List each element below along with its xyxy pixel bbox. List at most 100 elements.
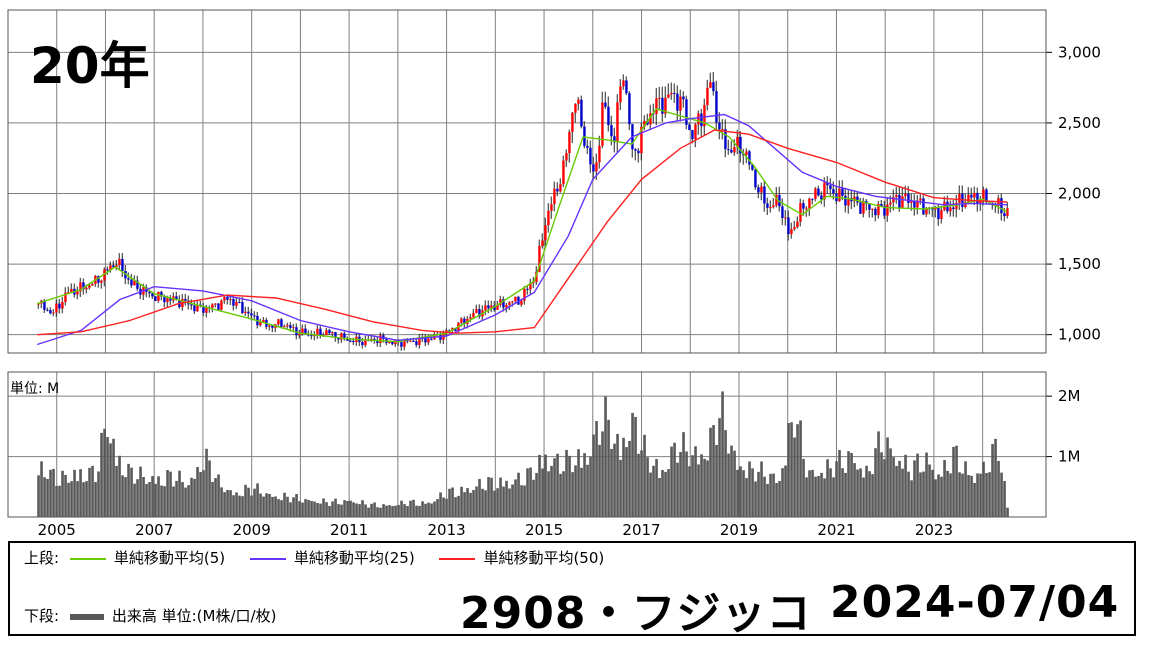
candle-body	[895, 194, 898, 198]
candle-body	[724, 129, 727, 150]
candle-body	[388, 341, 391, 343]
candle-body	[766, 203, 769, 208]
volume-bar	[895, 465, 898, 517]
candle-body	[604, 102, 607, 107]
candle-body	[460, 318, 463, 323]
volume-bar	[322, 498, 325, 517]
volume-bar	[202, 470, 205, 517]
candle-body	[973, 192, 976, 198]
x-tick-label: 2019	[720, 521, 758, 539]
volume-bar	[367, 507, 370, 517]
x-tick-label: 2007	[135, 521, 173, 539]
candle-body	[745, 151, 748, 156]
candle-body	[847, 197, 850, 206]
volume-bar	[121, 475, 124, 517]
volume-bar	[601, 431, 604, 517]
volume-grid	[8, 372, 1046, 517]
candle-body	[613, 136, 616, 143]
candle-body	[601, 102, 604, 146]
candle-body	[157, 291, 160, 301]
volume-bar	[88, 467, 91, 517]
volume-bar	[688, 466, 691, 517]
candle-body	[733, 147, 736, 153]
volume-bar	[820, 472, 823, 517]
volume-bar	[490, 477, 493, 517]
volume-bar	[877, 431, 880, 517]
candle-body	[760, 186, 763, 193]
volume-bar	[415, 505, 418, 517]
candle-body	[922, 198, 925, 215]
volume-bar	[991, 443, 994, 517]
volume-bar	[622, 437, 625, 517]
volume-bar	[154, 483, 157, 517]
candle-body	[796, 221, 799, 228]
volume-bar	[712, 425, 715, 517]
candle-body	[190, 304, 193, 306]
candle-body	[103, 269, 106, 281]
candle-body	[307, 334, 310, 336]
volume-bar	[172, 486, 175, 517]
candle-body	[739, 136, 742, 154]
volume-bar	[691, 455, 694, 517]
candle-body	[793, 227, 796, 230]
volume-bar	[829, 468, 832, 517]
volume-bar	[379, 507, 382, 517]
volume-bar	[340, 504, 343, 517]
candle-body	[823, 182, 826, 200]
candle-body	[712, 82, 715, 92]
candle-body	[700, 113, 703, 127]
candle-body	[88, 285, 91, 288]
volume-bar	[250, 495, 253, 517]
volume-bar	[298, 501, 301, 517]
volume-bar	[175, 480, 178, 517]
candle-body	[718, 122, 721, 130]
candle-body	[151, 293, 154, 297]
volume-bar	[520, 485, 523, 517]
volume-bar	[37, 475, 40, 517]
volume-bar	[751, 468, 754, 517]
volume-bar	[619, 459, 622, 517]
volume-bar	[457, 495, 460, 517]
volume-bar	[337, 504, 340, 517]
candle-body	[709, 82, 712, 88]
volume-bar	[418, 505, 421, 517]
volume-bar	[562, 471, 565, 517]
candle-body	[721, 129, 724, 131]
candle-body	[49, 310, 52, 314]
volume-bar	[439, 492, 442, 517]
candle-body	[556, 188, 559, 192]
ma50-line	[37, 129, 1008, 336]
volume-bar	[580, 467, 583, 517]
volume-bar	[907, 471, 910, 517]
volume-bar	[910, 480, 913, 517]
candle-body	[319, 328, 322, 336]
candle-body	[667, 94, 670, 98]
volume-bar	[496, 488, 499, 517]
volume-bar	[235, 492, 238, 517]
candle-body	[595, 162, 598, 172]
volume-bar	[214, 478, 217, 517]
volume-bar	[835, 461, 838, 517]
candle-body	[58, 303, 61, 309]
volume-bar	[733, 450, 736, 517]
candle-body	[259, 322, 262, 326]
candle-body	[253, 315, 256, 317]
candle-body	[430, 338, 433, 340]
volume-bar	[184, 487, 187, 517]
volume-bar	[532, 479, 535, 517]
candle-body	[565, 153, 568, 161]
volume-bar	[307, 499, 310, 517]
candle-body	[541, 240, 544, 247]
candle-body	[412, 340, 415, 342]
candle-body	[241, 302, 244, 314]
candle-body	[268, 325, 271, 327]
volume-bar	[607, 419, 610, 517]
candle-body	[160, 291, 163, 297]
legend-ma25: 単純移動平均(25)	[244, 547, 415, 568]
volume-bar	[424, 503, 427, 517]
volume-bar	[328, 505, 331, 517]
volume-bar	[592, 434, 595, 517]
volume-bar	[886, 437, 889, 517]
candle-body	[220, 300, 223, 310]
candle-body	[832, 189, 835, 194]
